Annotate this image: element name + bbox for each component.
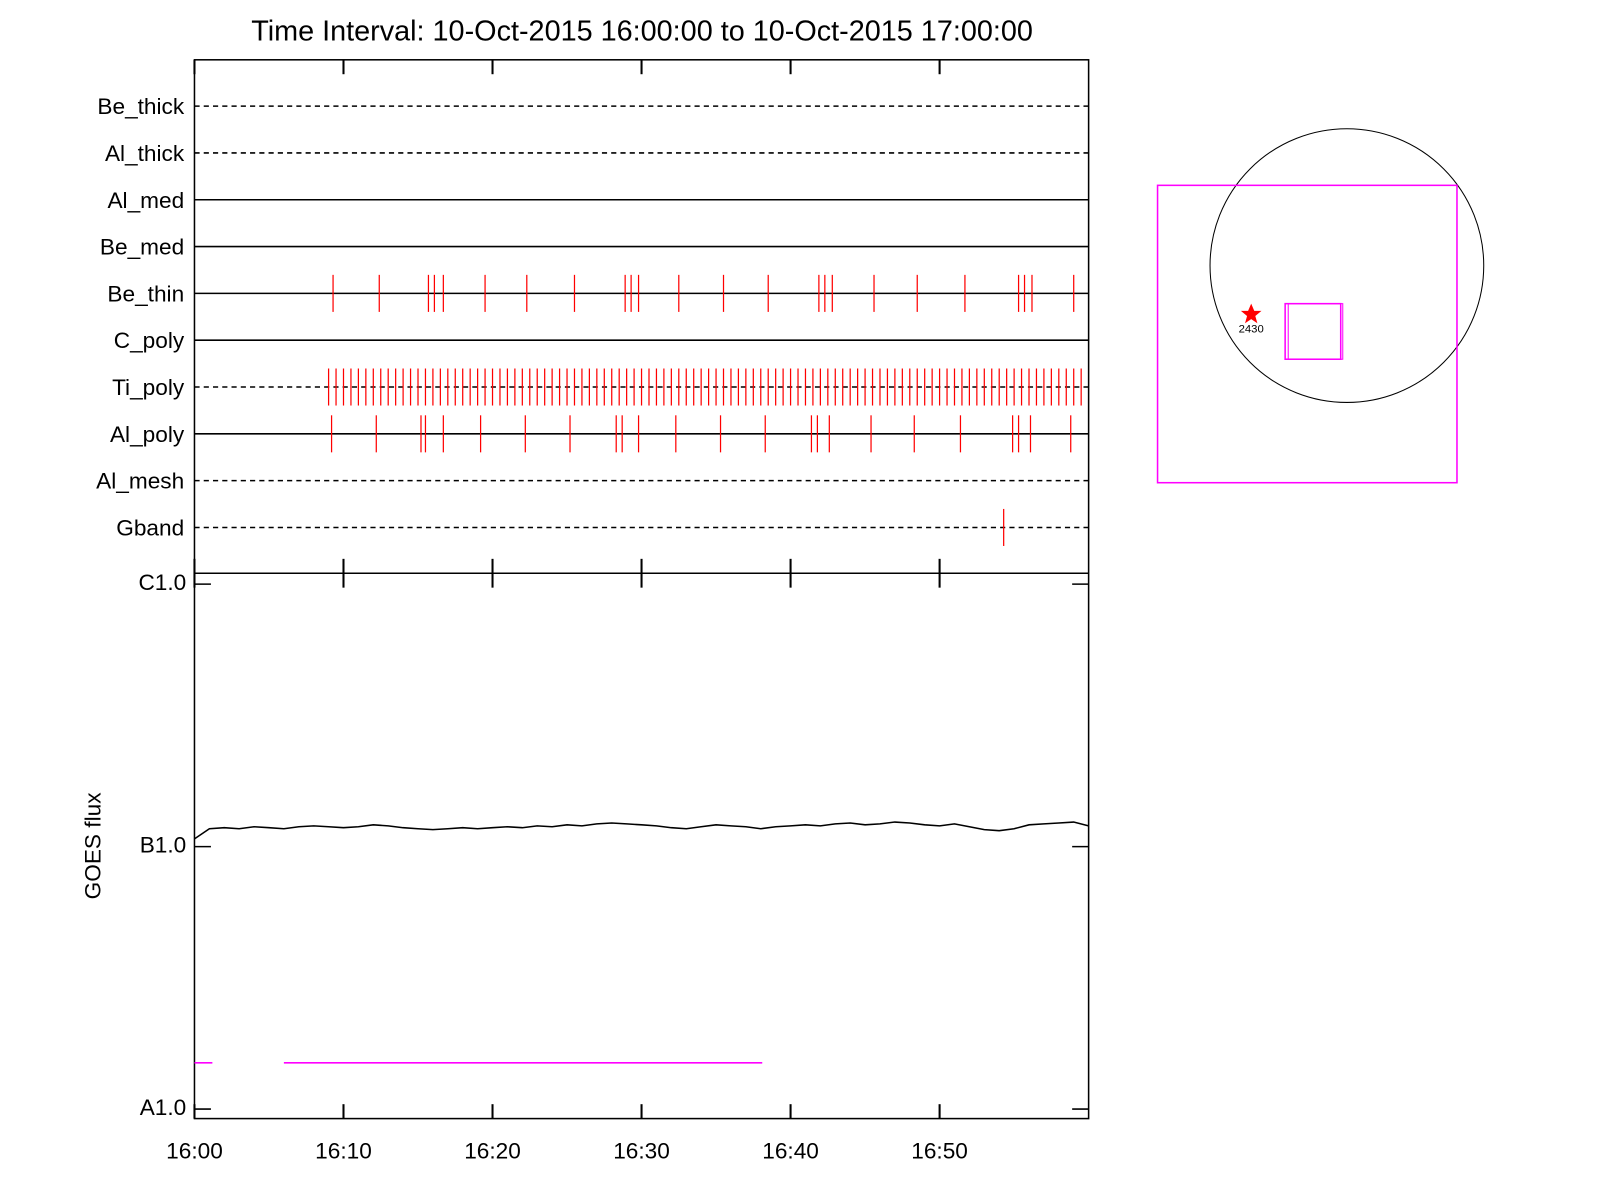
region-star — [1240, 303, 1262, 324]
y-tick-label: C1.0 — [138, 570, 186, 595]
y-tick-label: A1.0 — [140, 1095, 187, 1120]
filter-label: Al_thick — [105, 141, 185, 166]
fov-box — [1156, 184, 1458, 484]
filter-label: Be_thin — [107, 281, 184, 306]
filter-label: Al_mesh — [96, 469, 184, 494]
x-tick-label: 16:00 — [166, 1139, 223, 1164]
context-map: 2430 — [1156, 128, 1485, 484]
filter-label: Al_med — [107, 188, 184, 213]
region-label: 2430 — [1239, 323, 1264, 335]
fov-box — [1287, 303, 1344, 360]
chart-title: Time Interval: 10-Oct-2015 16:00:00 to 1… — [251, 16, 1033, 48]
filter-label: Be_thick — [97, 94, 184, 119]
filter-label: Gband — [116, 516, 184, 541]
x-tick-label: 16:40 — [762, 1139, 819, 1164]
x-tick-label: 16:10 — [315, 1139, 372, 1164]
x-tick-label: 16:20 — [464, 1139, 521, 1164]
fov-box — [1284, 302, 1342, 360]
solar-disk — [1209, 128, 1485, 403]
filter-label: Al_poly — [110, 422, 185, 447]
filter-label: Be_med — [100, 235, 184, 260]
x-tick-label: 16:50 — [911, 1139, 968, 1164]
filter-label: C_poly — [114, 328, 185, 353]
filter-label: Ti_poly — [112, 375, 185, 400]
series-line — [194, 821, 1089, 840]
x-tick-label: 16:30 — [613, 1139, 670, 1164]
y-axis-label: GOES flux — [81, 792, 106, 900]
plot-frame — [193, 59, 1090, 1120]
y-tick-label: B1.0 — [140, 833, 187, 858]
